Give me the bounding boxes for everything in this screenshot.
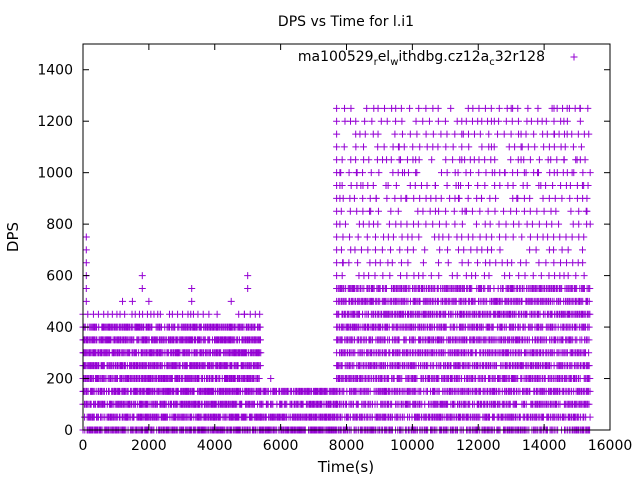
data-point	[255, 375, 263, 383]
data-point	[205, 310, 213, 318]
x-tick-label: 6000	[263, 438, 299, 454]
data-point	[121, 310, 129, 318]
chart-title: DPS vs Time for l.i1	[278, 14, 414, 30]
y-tick-label: 800	[46, 217, 73, 233]
x-axis-label: Time(s)	[317, 458, 374, 476]
data-point	[213, 310, 221, 318]
legend-label-part: 32r128	[495, 49, 545, 65]
data-point	[585, 400, 593, 408]
y-tick-label: 1200	[37, 114, 73, 130]
data-point	[256, 362, 264, 370]
y-tick-label: 0	[64, 423, 73, 439]
x-tick-label: 12000	[456, 438, 501, 454]
data-point	[586, 387, 594, 395]
x-tick-label: 0	[79, 438, 88, 454]
legend-label-part: el	[378, 49, 391, 65]
data-point	[586, 375, 594, 383]
data-point	[256, 310, 264, 318]
data-point	[586, 413, 594, 421]
y-tick-label: 1000	[37, 166, 73, 182]
x-tick-label: 8000	[329, 438, 365, 454]
x-tick-label: 4000	[197, 438, 233, 454]
x-tick-label: 14000	[522, 438, 567, 454]
legend-label-part: ma100529	[298, 49, 374, 65]
data-point	[256, 336, 264, 344]
x-tick-label: 10000	[390, 438, 435, 454]
data-point	[156, 310, 164, 318]
data-point	[256, 323, 264, 331]
x-tick-label: 16000	[588, 438, 633, 454]
y-tick-label: 400	[46, 320, 73, 336]
y-axis-label: DPS	[4, 222, 22, 252]
y-tick-label: 600	[46, 269, 73, 285]
legend-label-subscript: w	[390, 57, 398, 68]
legend-label-part: ithdbg.cz12a	[398, 49, 489, 65]
y-tick-label: 200	[46, 372, 73, 388]
y-tick-label: 1400	[37, 63, 73, 79]
data-point	[257, 349, 265, 357]
x-tick-label: 2000	[131, 438, 167, 454]
